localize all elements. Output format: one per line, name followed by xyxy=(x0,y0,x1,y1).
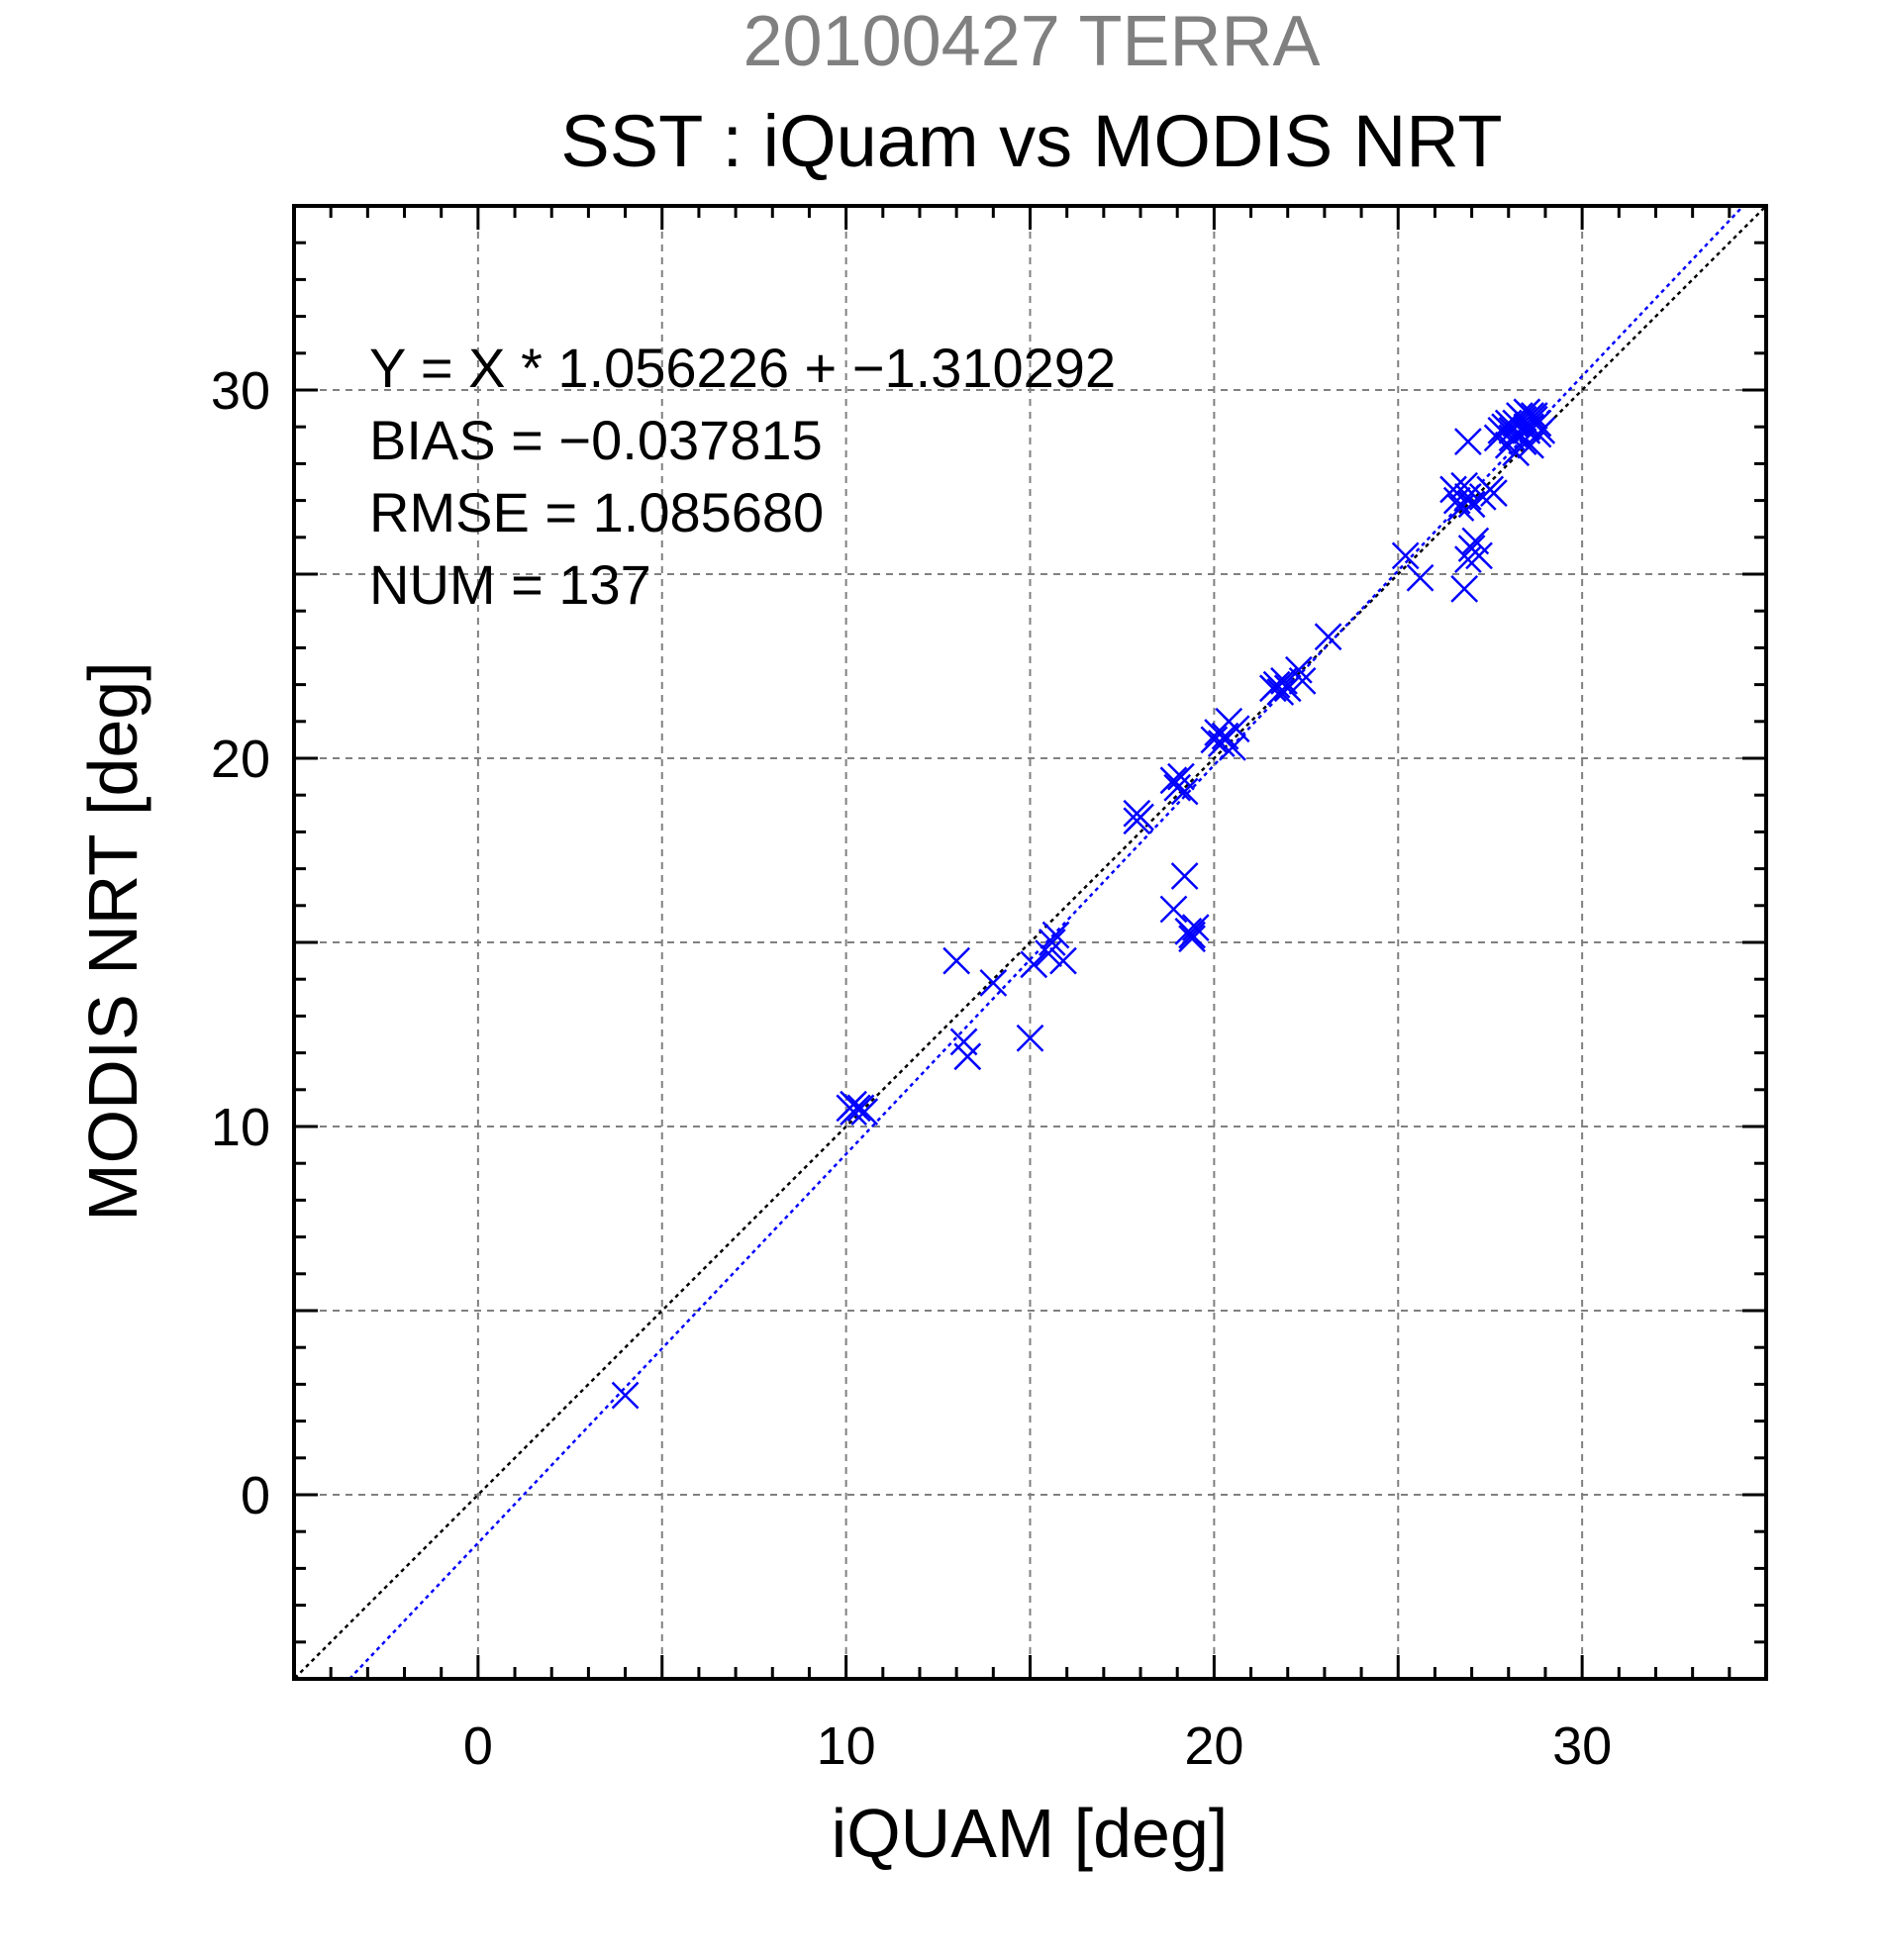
data-point xyxy=(1262,670,1291,699)
data-point xyxy=(1170,862,1199,890)
data-point xyxy=(1038,929,1066,956)
stats-line: Y = X * 1.056226 + −1.310292 xyxy=(369,337,1116,399)
y-axis-label: MODIS NRT [deg] xyxy=(74,661,151,1221)
data-point xyxy=(1200,726,1229,754)
stats-line: BIAS = −0.037815 xyxy=(369,409,823,471)
stats-annotation: Y = X * 1.056226 + −1.310292 BIAS = −0.03… xyxy=(369,337,1116,616)
data-point xyxy=(953,1042,982,1071)
data-point xyxy=(1450,574,1479,603)
y-tick-label: 10 xyxy=(211,1098,270,1157)
data-point xyxy=(1453,482,1482,511)
data-point xyxy=(1178,925,1206,953)
data-point xyxy=(1266,678,1295,706)
data-point xyxy=(942,946,971,975)
data-point xyxy=(1465,541,1493,570)
data-point xyxy=(979,969,1008,997)
x-tick-label: 10 xyxy=(817,1716,876,1776)
data-point xyxy=(1439,475,1467,504)
data-point xyxy=(1450,471,1479,500)
data-point xyxy=(1170,777,1199,806)
plot-frame xyxy=(292,204,1768,1681)
chart-date-title: 20100427 TERRA xyxy=(742,2,1320,81)
x-tick-label: 30 xyxy=(1552,1716,1612,1776)
stats-line: RMSE = 1.085680 xyxy=(369,481,824,543)
data-point xyxy=(1513,413,1541,441)
data-point xyxy=(1517,431,1544,459)
data-point xyxy=(1041,921,1070,949)
data-point xyxy=(1181,914,1210,942)
data-point xyxy=(1123,807,1151,835)
data-point xyxy=(1517,402,1544,430)
data-point xyxy=(1222,715,1250,743)
data-point xyxy=(1159,895,1188,924)
data-point xyxy=(1453,545,1482,574)
tick-labels: 0 10 20 30 0 10 20 30 xyxy=(211,361,1612,1776)
identity-line xyxy=(294,206,1766,1679)
data-point xyxy=(1453,428,1482,455)
stats-line: NUM = 137 xyxy=(369,553,651,616)
data-point xyxy=(1288,666,1317,695)
data-point xyxy=(1406,563,1435,592)
x-tick-label: 0 xyxy=(463,1716,493,1776)
data-point xyxy=(1178,921,1206,949)
data-point xyxy=(1494,409,1523,438)
data-point xyxy=(1035,939,1062,968)
data-point xyxy=(1480,479,1508,508)
data-points xyxy=(611,398,1556,1410)
data-point xyxy=(1273,674,1302,703)
chart-title: SST : iQuam vs MODIS NRT xyxy=(560,100,1502,182)
y-tick-label: 0 xyxy=(241,1466,270,1525)
data-point xyxy=(850,1098,879,1127)
x-axis-label: iQUAM [deg] xyxy=(832,1795,1229,1872)
grid-lines xyxy=(294,206,1766,1679)
y-tick-label: 30 xyxy=(211,361,270,421)
x-tick-label: 20 xyxy=(1184,1716,1243,1776)
data-point xyxy=(1020,950,1048,979)
data-point xyxy=(611,1381,640,1410)
data-point xyxy=(1284,655,1313,684)
data-point xyxy=(1016,1024,1044,1052)
y-tick-label: 20 xyxy=(211,730,270,789)
data-point xyxy=(1049,946,1077,975)
data-point xyxy=(1314,623,1342,651)
reference-lines xyxy=(294,206,1766,1679)
data-point xyxy=(1163,773,1192,802)
data-point xyxy=(1219,733,1246,761)
regression-line xyxy=(347,206,1745,1679)
data-point xyxy=(1391,541,1420,570)
